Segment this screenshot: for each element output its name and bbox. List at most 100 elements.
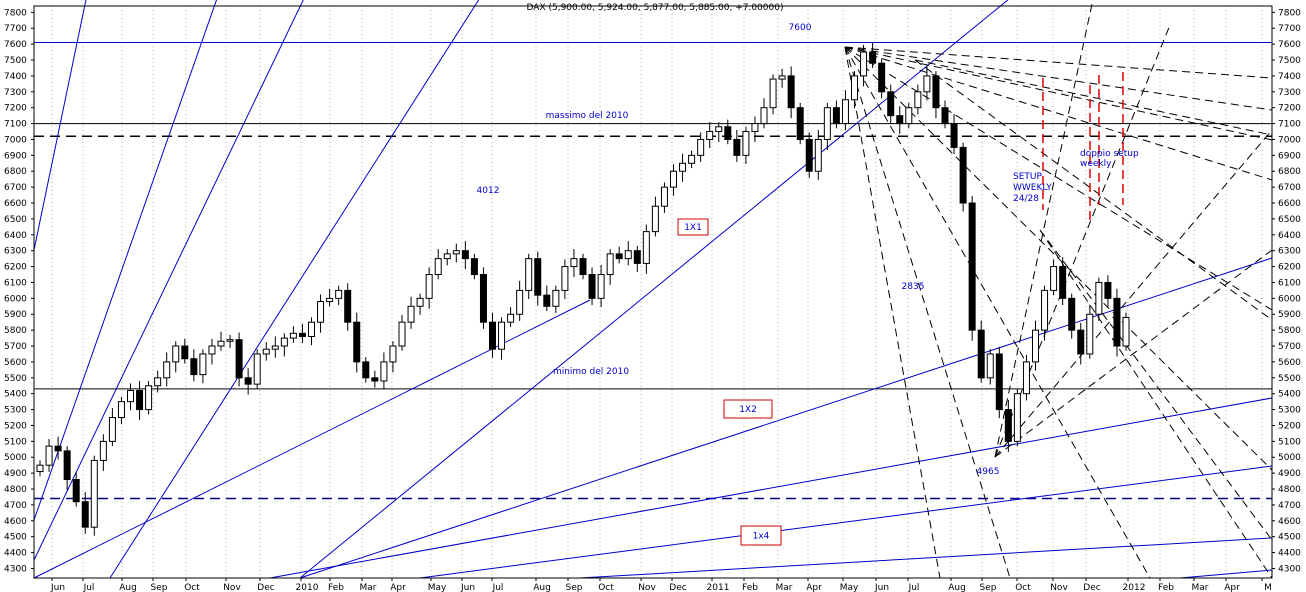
y-tick-label-right: 5800 [1278, 326, 1301, 336]
candle-body [371, 377, 379, 382]
y-tick-label-left: 4400 [4, 549, 27, 559]
candle-body [832, 107, 840, 125]
x-tick-label: Apr [390, 583, 406, 592]
y-tick-label-right: 5300 [1278, 406, 1301, 416]
annotation-label: doppio setup [1080, 149, 1139, 159]
gann-line [579, 537, 1273, 579]
x-tick-label: Aug [533, 583, 551, 592]
candle-body [244, 377, 252, 385]
y-tick-label-left: 7100 [4, 120, 27, 130]
gann-dashed-line [994, 129, 1273, 458]
y-tick-label-left: 5100 [4, 437, 27, 447]
gann-line [299, 257, 1273, 579]
candle-body [72, 478, 80, 503]
candle-body [353, 321, 361, 363]
candle-body [579, 258, 587, 276]
candle-body [552, 289, 560, 307]
annotation-label: minimo del 2010 [553, 367, 629, 377]
candle-body [534, 258, 542, 296]
gann-dashed-line [844, 46, 1151, 579]
x-tick-label: Jul [492, 583, 504, 592]
candle-body [163, 361, 171, 379]
y-tick-label-right: 5400 [1278, 390, 1301, 400]
gann-dashed-line [844, 46, 1273, 79]
candle-body [570, 258, 578, 268]
y-tick-label-right: 4900 [1278, 469, 1301, 479]
y-tick-label-right: 6300 [1278, 247, 1301, 257]
y-tick-label-left: 5000 [4, 453, 27, 463]
y-tick-label-left: 4900 [4, 469, 27, 479]
candle-body [199, 353, 207, 376]
y-tick-label-right: 7000 [1278, 135, 1301, 145]
candle-body [896, 115, 904, 125]
candle-body [823, 107, 831, 140]
y-tick-label-left: 6800 [4, 167, 27, 177]
candle-body [1095, 281, 1103, 315]
x-tick-label: May [428, 583, 447, 592]
candle-body [335, 289, 343, 299]
annotation-label: massimo del 2010 [546, 111, 629, 121]
candle-body [81, 501, 89, 528]
candle-body [932, 75, 940, 109]
gann-line [109, 0, 480, 579]
y-tick-label-right: 6600 [1278, 199, 1301, 209]
gann-line [33, 299, 591, 579]
y-tick-label-right: 4600 [1278, 517, 1301, 527]
candle-body [54, 445, 62, 452]
y-tick-label-right: 6500 [1278, 215, 1301, 225]
candle-body [1041, 289, 1049, 331]
candle-body [679, 162, 687, 172]
candle-body [615, 253, 623, 260]
y-tick-label-left: 5700 [4, 342, 27, 352]
candle-body [905, 107, 913, 125]
candle-body [561, 266, 569, 291]
candle-body [1032, 329, 1039, 363]
candle-body [108, 417, 116, 442]
chart-title: DAX (5,900.00, 5,924.00, 5,877.00, 5,885… [527, 3, 784, 13]
candle-body [995, 353, 1003, 411]
x-tick-label: Feb [328, 583, 344, 592]
candle-body [90, 459, 98, 528]
gann-dashed-line [844, 46, 1273, 181]
boxed-label-text: 1X2 [739, 405, 757, 415]
candle-body [968, 202, 976, 331]
candle-body [253, 353, 261, 385]
candle-body [851, 75, 858, 101]
candle-body [489, 321, 496, 350]
gann-dashed-line [844, 46, 1273, 311]
candle-body [36, 464, 44, 473]
candle-body [1004, 409, 1012, 442]
y-tick-label-right: 7800 [1278, 8, 1301, 18]
candle-body [362, 361, 370, 379]
candle-body [1077, 329, 1085, 355]
candle-body [660, 186, 668, 207]
candle-body [262, 348, 270, 355]
y-tick-label-left: 5500 [4, 374, 27, 384]
candle-body [941, 107, 949, 125]
candle-body [778, 75, 786, 80]
x-tick-label: 2011 [707, 583, 730, 592]
gann-fan-lines [33, 0, 1273, 579]
y-tick-label-right: 7600 [1278, 40, 1301, 50]
y-tick-label-left: 7000 [4, 135, 27, 145]
x-tick-label: Oct [598, 583, 614, 592]
setup-markers [1042, 72, 1124, 220]
y-tick-label-right: 5900 [1278, 310, 1301, 320]
candle-body [769, 78, 777, 109]
y-tick-label-right: 5000 [1278, 453, 1301, 463]
y-tick-label-left: 4600 [4, 517, 27, 527]
candle-body [308, 321, 315, 337]
y-tick-label-right: 7200 [1278, 104, 1301, 114]
candle-body [597, 274, 605, 299]
x-tick-label: Nov [223, 583, 241, 592]
candle-body [869, 51, 877, 64]
gann-dashed-line [1039, 229, 1273, 579]
x-tick-label: Oct [184, 583, 200, 592]
candle-body [814, 138, 822, 172]
candle-body [742, 131, 750, 156]
candle-body [860, 51, 868, 77]
annotation-label: 4965 [977, 467, 1000, 477]
gann-line [269, 397, 1273, 579]
candle-body [688, 154, 696, 164]
